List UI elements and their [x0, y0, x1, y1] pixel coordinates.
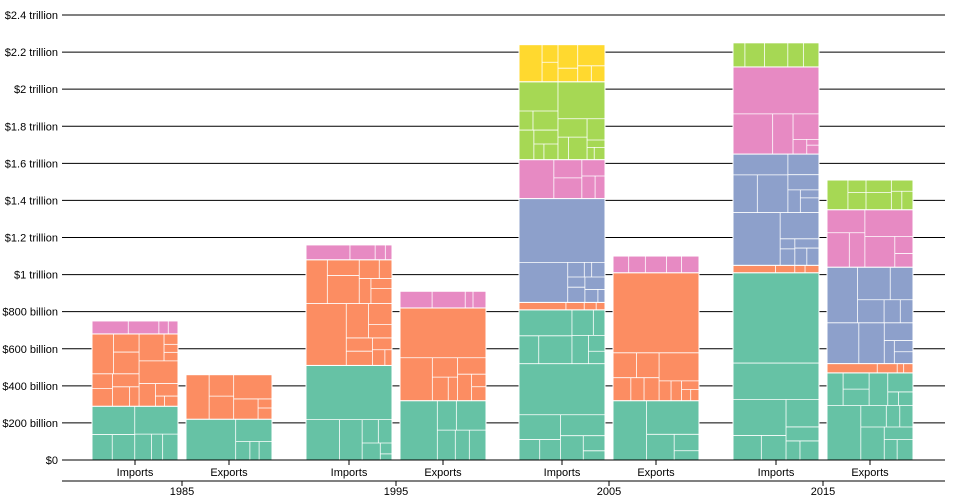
y-tick-label: $1.6 trillion: [5, 158, 58, 170]
segment-rect: [612, 255, 700, 274]
bar-segment: [305, 259, 393, 366]
segment-rect: [518, 301, 606, 311]
group-label: 2005: [597, 486, 621, 498]
bar-1995-imports: [305, 244, 393, 461]
y-tick-label: $1.8 trillion: [5, 121, 58, 133]
bar-segment: [91, 405, 179, 461]
category-label: Exports: [637, 467, 675, 479]
bar-segment: [518, 198, 606, 303]
bar-segment: [518, 44, 606, 83]
bar-segment: [612, 255, 700, 274]
segment-rect: [732, 66, 820, 155]
segment-rect: [732, 153, 820, 266]
bar-segment: [732, 153, 820, 266]
bar-segment: [305, 364, 393, 461]
category-label: Imports: [544, 467, 581, 479]
bar-segment: [826, 209, 914, 268]
segment-rect: [305, 259, 393, 366]
segment-rect: [732, 42, 820, 68]
y-tick-label: $400 billion: [2, 381, 58, 393]
bar-segment: [826, 266, 914, 365]
bar-2015-exports: [826, 179, 914, 461]
segment-rect: [732, 264, 820, 274]
segment-rect: [612, 400, 700, 461]
bar-segment: [612, 400, 700, 461]
y-axis: $0 $200 billion $400 billion $600 billion $8…: [2, 10, 58, 467]
bar-segment: [826, 179, 914, 211]
bar-segment: [732, 272, 820, 461]
y-tick-label: $1.4 trillion: [5, 195, 58, 207]
category-label: Exports: [210, 467, 248, 479]
segment-rect: [826, 372, 914, 461]
bar-segment: [399, 400, 487, 461]
y-tick-label: $2.4 trillion: [5, 10, 58, 22]
y-tick-label: $2.2 trillion: [5, 47, 58, 59]
segment-rect: [91, 320, 179, 335]
segment-rect: [185, 418, 273, 461]
segment-rect: [732, 272, 820, 461]
category-label: Exports: [851, 467, 889, 479]
bar-segment: [518, 159, 606, 200]
segment-rect: [518, 44, 606, 83]
bar-segment: [399, 307, 487, 402]
bar-1985-imports: [91, 320, 179, 461]
segment-rect: [518, 198, 606, 303]
bar-2005-exports: [612, 255, 700, 461]
y-tick-label: $0: [46, 455, 58, 467]
bar-1985-exports: [185, 374, 273, 461]
bar-segment: [91, 320, 179, 335]
y-tick-label: $800 billion: [2, 307, 58, 319]
bar-segment: [518, 301, 606, 311]
y-tick-label: $600 billion: [2, 344, 58, 356]
segment-rect: [612, 272, 700, 402]
bar-segment: [518, 309, 606, 461]
bar-segment: [732, 264, 820, 274]
y-tick-label: $1 trillion: [14, 270, 58, 282]
segment-rect: [826, 209, 914, 268]
bar-1995-exports: [399, 290, 487, 461]
segment-rect: [305, 364, 393, 461]
bars: [91, 42, 914, 461]
category-label: Imports: [331, 467, 368, 479]
bar-segment: [185, 374, 273, 420]
category-label: Imports: [758, 467, 795, 479]
y-tick-label: $2 trillion: [14, 84, 58, 96]
bar-2005-imports: [518, 44, 606, 461]
category-label: Exports: [424, 467, 462, 479]
category-label: Imports: [117, 467, 154, 479]
segment-rect: [185, 374, 273, 420]
bar-segment: [399, 290, 487, 309]
segment-rect: [399, 290, 487, 309]
segment-rect: [305, 244, 393, 261]
segment-rect: [518, 159, 606, 200]
group-label: 2015: [811, 486, 835, 498]
segment-rect: [91, 333, 179, 407]
segment-rect: [518, 81, 606, 161]
bar-segment: [518, 81, 606, 161]
x-axis: Imports Exports Imports Exports Imports Expor…: [62, 459, 945, 498]
bar-segment: [732, 66, 820, 155]
segment-rect: [826, 363, 914, 374]
segment-rect: [826, 179, 914, 211]
group-label: 1985: [170, 486, 194, 498]
bar-segment: [185, 418, 273, 461]
y-tick-label: $200 billion: [2, 418, 58, 430]
group-label: 1995: [384, 486, 408, 498]
bar-segment: [305, 244, 393, 261]
segment-rect: [518, 309, 606, 461]
bar-2015-imports: [732, 42, 820, 461]
y-tick-label: $1.2 trillion: [5, 233, 58, 245]
bar-segment: [612, 272, 700, 402]
bar-segment: [91, 333, 179, 407]
bar-segment: [826, 372, 914, 461]
bar-segment: [826, 363, 914, 374]
bar-segment: [732, 42, 820, 68]
